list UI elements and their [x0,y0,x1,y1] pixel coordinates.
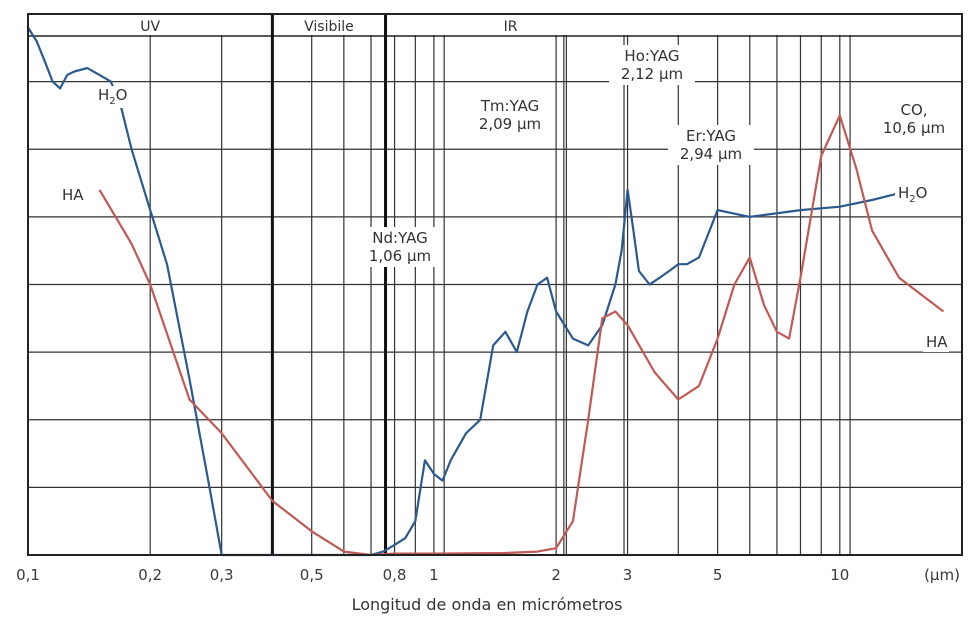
region-band-background [274,15,384,35]
annotation-text-line: Tm:YAG [480,97,539,115]
label-bg [895,184,929,206]
laser-annotation: CO,10,6 µm [871,99,957,139]
x-tick-label: 5 [713,566,723,584]
x-tick-label: 0,2 [138,566,162,584]
region-label-uv: UV [140,19,160,35]
annotation-text-line: 10,6 µm [883,119,945,137]
x-tick-label: 1 [429,566,439,584]
series-label-ha-right-text: HA [926,333,948,351]
series-label-h2o-left: H2O [95,86,129,108]
annotation-bg [467,95,553,135]
series-label-ha-left: HA [59,186,85,205]
series-label-h2o-right: H2O [895,184,929,206]
annotation-bg [357,227,443,267]
series-layer [27,26,945,557]
annotation-bg [871,99,957,139]
series-label-h2o-left-text: H2O [98,86,127,107]
x-tick-label: 2 [551,566,561,584]
region-label-visibile: Visibile [304,19,354,35]
grid-layer [28,14,962,555]
series-label-ha-left-text: HA [62,186,84,204]
series-label-ha-right: HA [923,333,949,352]
annotation-text-line: 2,12 µm [621,65,683,83]
annotation-text-line: Ho:YAG [624,47,679,65]
annotation-bg [609,45,695,85]
x-unit-label: (µm) [924,566,960,584]
x-tick-label: 0,5 [300,566,324,584]
annotation-text-line: 2,09 µm [479,115,541,133]
series-line-ha [98,114,945,557]
label-bg [95,86,129,108]
x-tick-label: 10 [830,566,849,584]
x-tick-label: 0,3 [210,566,234,584]
x-tick-label: 3 [623,566,633,584]
plot-frame [27,13,963,556]
annotation-text-line: Er:YAG [686,127,736,145]
x-tick-label-layer: 0,1 0,2 0,3 0,5 0,8 1 2 3 5 10 (µm) [16,566,960,584]
x-axis-title: Longitud de onda en micrómetros [351,595,623,614]
annotation-text-line: 2,94 µm [680,145,742,163]
series-label-h2o-right-text: H2O [898,184,927,205]
annotation-bg [668,125,754,165]
annotation-text-line: 1,06 µm [369,247,431,265]
region-band-background [387,15,960,35]
region-label-ir: IR [504,19,518,35]
label-bg [923,333,949,352]
x-tick-label: 0,1 [16,566,40,584]
label-bg [59,186,85,205]
series-line-h2o [27,26,900,557]
annotation-text-line: Nd:YAG [372,229,427,247]
region-band-layer: UV Visibile IR [28,14,962,555]
x-tick-label: 0,8 [383,566,407,584]
region-band-background [30,15,271,35]
annotation-text-line: CO, [900,101,927,119]
